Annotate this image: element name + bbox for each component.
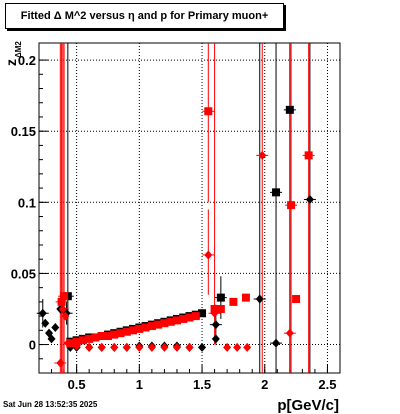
svg-text:ΔM2: ΔM2 (14, 41, 23, 58)
y-tick-label: 0.1 (18, 195, 36, 210)
data-point-square (241, 293, 250, 302)
data-point-square (110, 330, 119, 339)
data-point-square (160, 319, 169, 328)
data-point-diamond (110, 342, 119, 352)
data-point-square (272, 188, 281, 197)
data-point-square (304, 151, 313, 160)
x-tick-label: 2 (261, 377, 268, 392)
x-axis-label: p[GeV/c] (277, 397, 339, 414)
data-point-square (185, 313, 194, 322)
data-point-square (78, 336, 87, 345)
y-tick-label: 0 (29, 338, 36, 353)
data-point-diamond (38, 308, 47, 318)
data-point-diamond (198, 342, 207, 352)
data-point-square (166, 317, 175, 326)
data-point-diamond (63, 338, 72, 348)
data-point-square (229, 297, 238, 306)
data-point-diamond (223, 342, 232, 352)
data-point-diamond (61, 311, 70, 321)
data-point-diamond (72, 341, 81, 351)
data-point-diamond (47, 334, 56, 344)
data-point-diamond (85, 342, 94, 352)
data-point-diamond (51, 322, 60, 332)
data-point-square (204, 107, 213, 116)
data-point-square (154, 320, 163, 329)
data-point-square (191, 312, 200, 321)
data-point-diamond (272, 338, 281, 348)
y-tick-label: 0.2 (18, 53, 36, 68)
data-point-diamond (233, 342, 242, 352)
data-point-diamond (211, 334, 220, 344)
data-point-diamond (255, 294, 264, 304)
data-point-diamond (56, 358, 65, 368)
data-point-diamond (172, 342, 181, 352)
data-point-square (97, 332, 106, 341)
data-point-square (172, 316, 181, 325)
x-tick-label: 0.5 (68, 377, 86, 392)
data-point-square (60, 292, 69, 301)
x-tick-label: 1 (136, 377, 143, 392)
data-point-diamond (258, 150, 267, 160)
data-point-diamond (97, 342, 106, 352)
data-point-diamond (243, 342, 252, 352)
data-point-diamond (305, 194, 314, 204)
data-point-square (141, 323, 150, 332)
data-point-diamond (204, 250, 213, 260)
axis-ticks (39, 59, 328, 373)
data-point-square (122, 327, 131, 336)
data-point-diamond (135, 342, 144, 352)
y-tick-label: 0.05 (11, 266, 36, 281)
data-point-square (85, 334, 94, 343)
data-point-square (216, 304, 225, 313)
svg-text:z: z (3, 59, 19, 66)
x-tick-label: 1.5 (193, 377, 211, 392)
chart-title: Fitted Δ M^2 versus η and p for Primary … (20, 10, 269, 22)
data-point-square (198, 309, 207, 318)
x-tick-label: 2.5 (318, 377, 336, 392)
y-tick-label: 0.15 (11, 124, 36, 139)
timestamp: Sat Jun 28 13:52:35 2025 (3, 400, 98, 409)
chart-title-box: Fitted Δ M^2 versus η and p for Primary … (5, 3, 284, 29)
data-point-square (292, 295, 301, 304)
data-point-diamond (147, 342, 156, 352)
data-point-diamond (160, 342, 169, 352)
data-point-square (285, 105, 294, 114)
data-point-diamond (285, 328, 294, 338)
data-point-square (91, 333, 100, 342)
data-point-square (103, 332, 112, 341)
data-point-square (216, 293, 225, 302)
data-markers (38, 105, 314, 368)
data-point-square (135, 324, 144, 333)
data-point-diamond (210, 308, 219, 318)
data-point-square (147, 322, 156, 331)
data-point-square (287, 201, 296, 210)
tick-labels: 0.5 1 1.5 2 2.5 0 0.05 0.1 0.15 0.2 (11, 53, 337, 392)
data-point-square (116, 329, 125, 338)
data-point-diamond (122, 342, 131, 352)
data-point-diamond (211, 320, 220, 330)
data-point-square (179, 314, 188, 323)
data-point-diamond (58, 304, 67, 314)
y-axis-label: z ΔM2 (3, 41, 23, 66)
data-point-square (57, 297, 66, 306)
data-point-diamond (185, 342, 194, 352)
data-point-diamond (41, 318, 50, 328)
data-point-square (129, 326, 138, 335)
